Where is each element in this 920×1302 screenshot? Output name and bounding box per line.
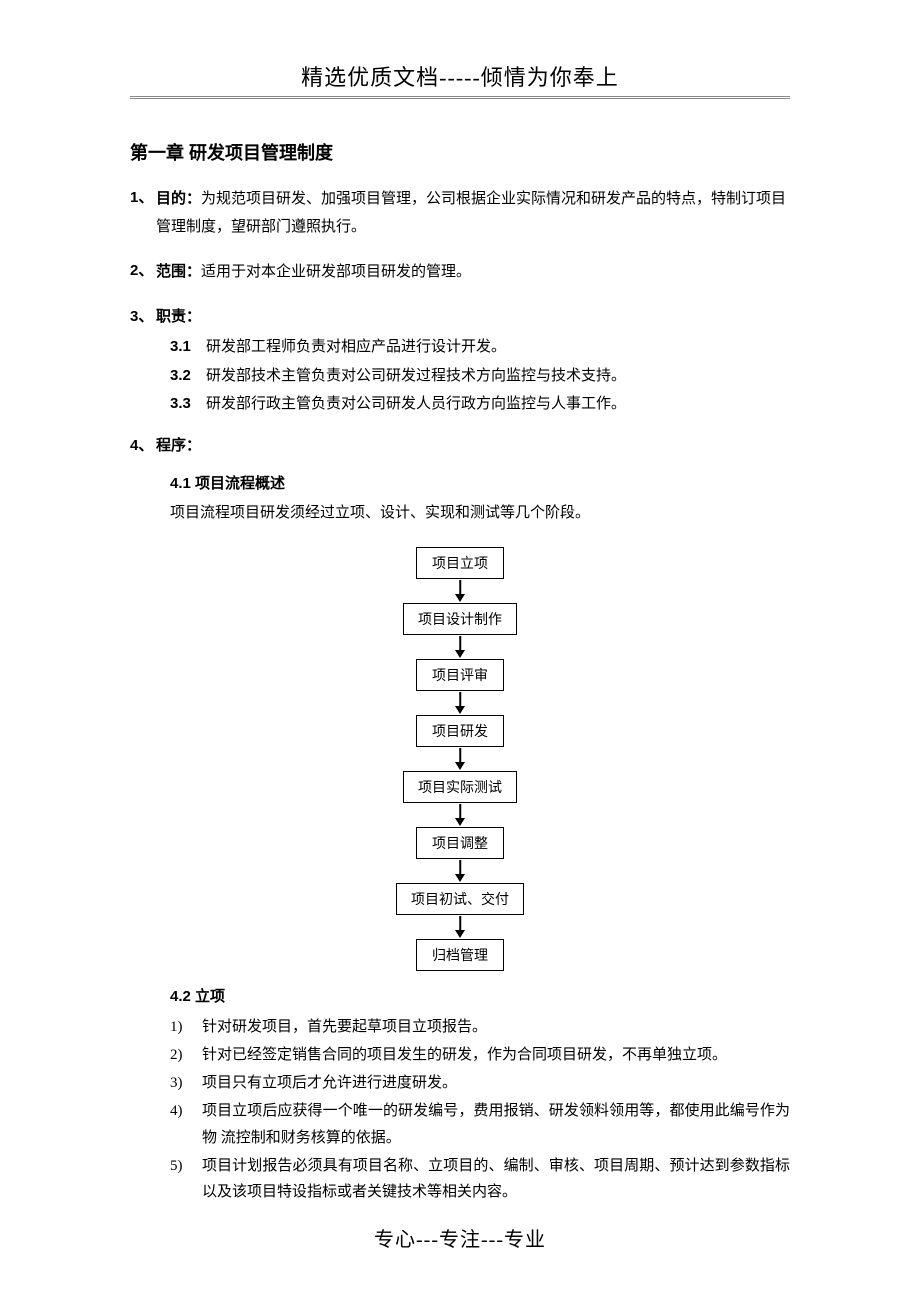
- item-body: 为规范项目研发、加强项目管理，公司根据企业实际情况和研发产品的特点，特制订项目管…: [156, 191, 786, 235]
- duty-number: 3.3: [170, 390, 206, 419]
- item-label: 目的：: [156, 190, 201, 207]
- section-42-title: 4.2 立项: [170, 985, 790, 1006]
- item-purpose: 1、 目的：为规范项目研发、加强项目管理，公司根据企业实际情况和研发产品的特点，…: [130, 185, 790, 240]
- duty-body: 研发部行政主管负责对公司研发人员行政方向监控与人事工作。: [206, 390, 626, 419]
- list-item: 3) 项目只有立项后才允许进行进度研发。: [170, 1070, 790, 1096]
- flow-arrow-icon: [459, 748, 461, 770]
- list-body: 项目只有立项后才允许进行进度研发。: [202, 1070, 457, 1096]
- list-body: 项目立项后应获得一个唯一的研发编号，费用报销、研发领料领用等，都使用此编号作为物…: [202, 1098, 790, 1151]
- page-header: 精选优质文档-----倾情为你奉上: [130, 60, 790, 92]
- flow-node: 项目初试、交付: [396, 883, 524, 915]
- flow-node: 项目实际测试: [403, 771, 517, 803]
- list-number: 5): [170, 1153, 202, 1206]
- list-body: 针对已经签定销售合同的项目发生的研发，作为合同项目研发，不再单独立项。: [202, 1042, 727, 1068]
- flow-arrow-icon: [459, 636, 461, 658]
- duty-number: 3.1: [170, 333, 206, 362]
- list-number: 1): [170, 1014, 202, 1040]
- duty-item: 3.3 研发部行政主管负责对公司研发人员行政方向监控与人事工作。: [170, 390, 790, 419]
- item-body: 适用于对本企业研发部项目研发的管理。: [201, 264, 471, 280]
- section-41-title: 4.1 项目流程概述: [170, 472, 790, 493]
- header-divider: [130, 96, 790, 99]
- duty-number: 3.2: [170, 362, 206, 391]
- list-number: 3): [170, 1070, 202, 1096]
- flow-node: 项目评审: [416, 659, 504, 691]
- flow-arrow-icon: [459, 916, 461, 938]
- item-label: 职责：: [156, 304, 201, 330]
- item-procedure: 4、 程序：: [130, 433, 790, 459]
- flow-arrow-icon: [459, 860, 461, 882]
- page-footer: 专心---专注---专业: [0, 1223, 920, 1252]
- item-number: 1、: [130, 185, 156, 240]
- item-number: 2、: [130, 258, 156, 286]
- duty-body: 研发部工程师负责对相应产品进行设计开发。: [206, 333, 506, 362]
- item-scope: 2、 范围：适用于对本企业研发部项目研发的管理。: [130, 258, 790, 286]
- item-label: 程序：: [156, 433, 201, 459]
- list-number: 4): [170, 1098, 202, 1151]
- list-item: 5) 项目计划报告必须具有项目名称、立项目的、编制、审核、项目周期、预计达到参数…: [170, 1153, 790, 1206]
- list-item: 2) 针对已经签定销售合同的项目发生的研发，作为合同项目研发，不再单独立项。: [170, 1042, 790, 1068]
- flow-arrow-icon: [459, 804, 461, 826]
- project-flowchart: 项目立项 项目设计制作 项目评审 项目研发 项目实际测试 项目调整 项目初试、交…: [130, 547, 790, 971]
- flow-arrow-icon: [459, 692, 461, 714]
- list-number: 2): [170, 1042, 202, 1068]
- flow-node: 项目研发: [416, 715, 504, 747]
- list-body: 项目计划报告必须具有项目名称、立项目的、编制、审核、项目周期、预计达到参数指标以…: [202, 1153, 790, 1206]
- duty-item: 3.1 研发部工程师负责对相应产品进行设计开发。: [170, 333, 790, 362]
- section-42-list: 1) 针对研发项目，首先要起草项目立项报告。 2) 针对已经签定销售合同的项目发…: [170, 1014, 790, 1206]
- document-page: 精选优质文档-----倾情为你奉上 第一章 研发项目管理制度 1、 目的：为规范…: [0, 0, 920, 1247]
- flow-node: 归档管理: [416, 939, 504, 971]
- flow-arrow-icon: [459, 580, 461, 602]
- item-number: 3、: [130, 304, 156, 330]
- flow-node: 项目立项: [416, 547, 504, 579]
- flow-node: 项目设计制作: [403, 603, 517, 635]
- flow-node: 项目调整: [416, 827, 504, 859]
- list-item: 4) 项目立项后应获得一个唯一的研发编号，费用报销、研发领料领用等，都使用此编号…: [170, 1098, 790, 1151]
- duty-body: 研发部技术主管负责对公司研发过程技术方向监控与技术支持。: [206, 362, 626, 391]
- duties-list: 3.1 研发部工程师负责对相应产品进行设计开发。 3.2 研发部技术主管负责对公…: [170, 333, 790, 419]
- item-duties: 3、 职责：: [130, 304, 790, 330]
- list-body: 针对研发项目，首先要起草项目立项报告。: [202, 1014, 487, 1040]
- item-label: 范围：: [156, 263, 201, 280]
- section-41-intro: 项目流程项目研发须经过立项、设计、实现和测试等几个阶段。: [170, 501, 790, 527]
- duty-item: 3.2 研发部技术主管负责对公司研发过程技术方向监控与技术支持。: [170, 362, 790, 391]
- item-number: 4、: [130, 433, 156, 459]
- list-item: 1) 针对研发项目，首先要起草项目立项报告。: [170, 1014, 790, 1040]
- chapter-title: 第一章 研发项目管理制度: [130, 139, 790, 165]
